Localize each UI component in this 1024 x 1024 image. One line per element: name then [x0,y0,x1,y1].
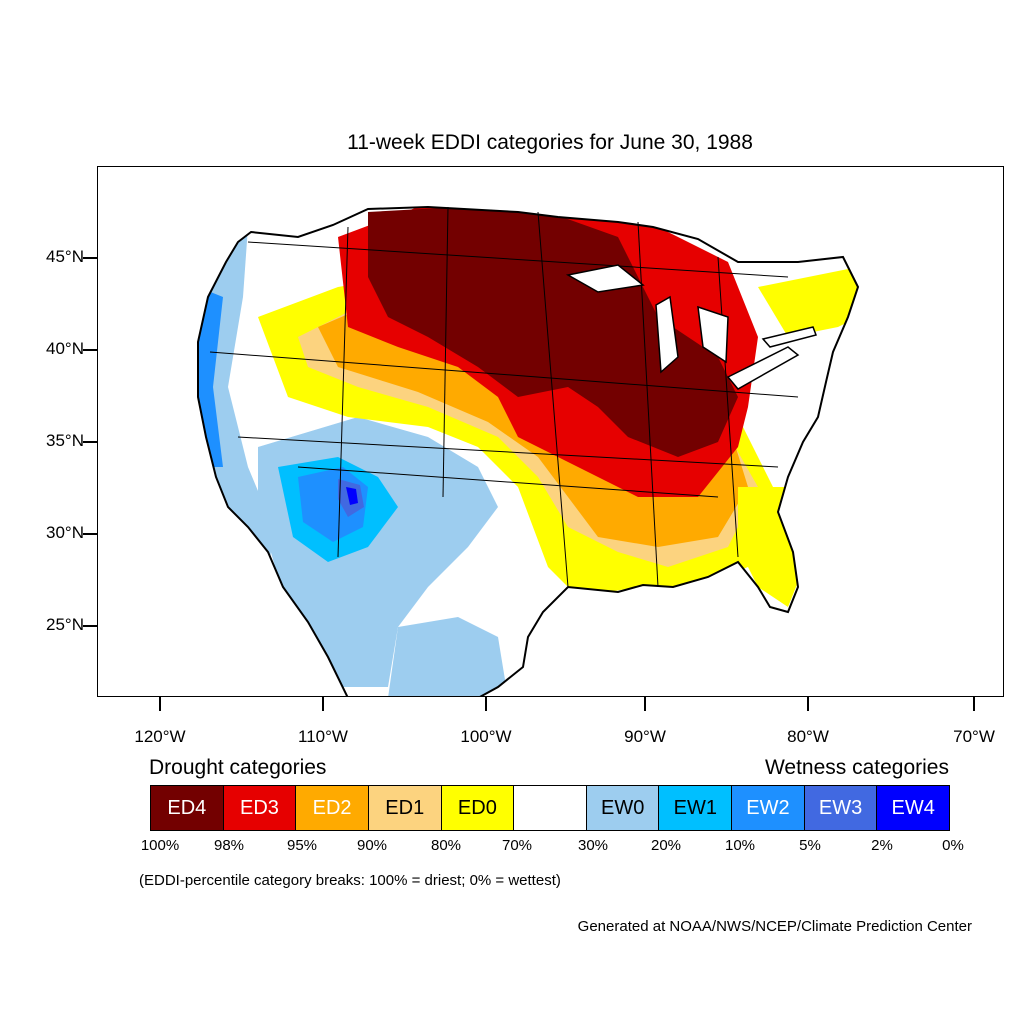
lat-label-45: 45°N [46,247,84,266]
lat-label-40: 40°N [46,339,84,358]
legend-swatch-ew2: EW2 [732,786,805,830]
legend-swatch-ed4: ED4 [151,786,224,830]
lat-label-25: 25°N [46,615,84,634]
break-label: 5% [799,837,821,854]
lon-label-110w: 110°W [298,727,348,746]
break-label: 100% [140,837,180,854]
break-label: 95% [286,837,318,854]
break-label: 30% [577,837,609,854]
coastline [197,205,860,696]
lon-label-90w: 90°W [624,727,666,746]
lat-label-30: 30°N [46,523,84,542]
lat-tick [83,257,97,259]
legend-swatch-ew1: EW1 [659,786,733,830]
legend-color-bar: ED4 ED3 ED2 ED1 ED0 EW0 EW1 EW2 EW3 EW4 [150,785,950,831]
credit-line: Generated at NOAA/NWS/NCEP/Climate Predi… [577,918,972,935]
eddi-map [197,205,860,696]
legend-swatch-ed1: ED1 [368,786,442,830]
lon-tick [807,697,809,711]
legend-swatch-ew3: EW3 [804,786,878,830]
break-label: 98% [213,837,245,854]
lat-tick [83,533,97,535]
wetness-categories-heading: Wetness categories [764,756,949,779]
legend-swatch-ed0: ED0 [441,786,515,830]
lat-label-35: 35°N [46,431,84,450]
lon-tick [644,697,646,711]
category-shading [198,207,858,696]
break-label: 70% [501,837,533,854]
lat-tick [83,441,97,443]
drought-categories-heading: Drought categories [149,756,327,779]
legend-swatch-ed2: ED2 [296,786,369,830]
break-label: 80% [430,837,462,854]
lon-label-70w: 70°W [953,727,995,746]
lon-label-120w: 120°W [134,727,186,746]
break-label: 20% [650,837,682,854]
lat-tick [83,625,97,627]
break-label: 0% [942,837,964,854]
legend-swatch-neutral [514,786,587,830]
break-label: 90% [356,837,388,854]
lon-tick [322,697,324,711]
map-title: 11-week EDDI categories for June 30, 198… [347,131,753,154]
break-note: (EDDI-percentile category breaks: 100% =… [139,872,561,889]
break-label: 2% [871,837,893,854]
lon-tick [485,697,487,711]
legend-swatch-ed3: ED3 [223,786,297,830]
great-lakes [565,264,817,390]
break-label: 10% [724,837,756,854]
map-frame [97,166,1004,697]
lon-tick [973,697,975,711]
lon-label-100w: 100°W [460,727,512,746]
lon-label-80w: 80°W [787,727,829,746]
lat-tick [83,349,97,351]
legend-swatch-ew0: EW0 [586,786,660,830]
lon-tick [159,697,161,711]
legend-swatch-ew4: EW4 [877,786,950,830]
